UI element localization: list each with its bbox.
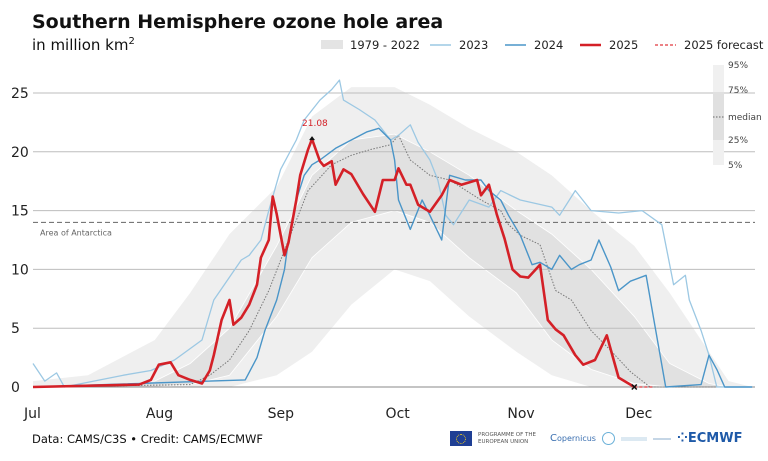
x-tick-label: Sep: [268, 406, 295, 422]
chart-subtitle: in million km2: [32, 36, 135, 54]
y-tick-label: 0: [11, 380, 20, 396]
logos: PROGRAMME OF THE EUROPEAN UNION Copernic…: [450, 430, 742, 447]
legend-label-2024: 2024: [534, 38, 563, 52]
eu-programme-text: PROGRAMME OF THE EUROPEAN UNION: [478, 432, 537, 445]
y-tick-label: 15: [11, 204, 29, 220]
end-marker: [631, 383, 638, 391]
gridlines: 0 5 10 15 20 25 Jul Aug Sep Oct Nov Dec Area of Anta…: [11, 86, 755, 422]
pct-label-75: 75%: [728, 86, 748, 96]
percentile-legend: 95% 75% median 25% 5%: [713, 61, 762, 171]
footer-credit: Data: CAMS/C3S • Credit: CAMS/ECMWF: [32, 432, 263, 446]
y-tick-label: 10: [11, 262, 29, 278]
legend: 1979 - 2022 2023 2024 2025 2025 forecast: [321, 38, 764, 52]
chart-title: Southern Hemisphere ozone hole area: [32, 11, 443, 33]
x-tick-label: Jul: [23, 406, 41, 422]
copernicus-text: opernicus: [556, 434, 596, 443]
subtitle-superscript: 2: [128, 36, 135, 47]
legend-label-forecast: 2025 forecast: [684, 38, 764, 52]
ecmwf-logo: ⁘ECMWF: [676, 431, 743, 446]
y-tick-label: 20: [11, 145, 29, 161]
subtitle-text: in million km: [32, 36, 129, 54]
annotations: 21.08: [302, 119, 638, 391]
percentile-bands: [33, 87, 753, 388]
band-25-75: [33, 133, 753, 388]
pct-label-median: median: [728, 113, 762, 123]
x-tick-label: Oct: [386, 406, 411, 422]
y-tick-label: 25: [11, 86, 29, 102]
antarctica-area-label: Area of Antarctica: [40, 228, 112, 237]
ecmwf-text: ECMWF: [687, 431, 743, 446]
cams-logo-text-bar: [620, 436, 647, 441]
x-tick-label: Dec: [625, 406, 652, 422]
y-tick-label: 5: [11, 321, 20, 337]
legend-label-2025: 2025: [609, 38, 638, 52]
legend-label-2023: 2023: [459, 38, 488, 52]
pct-label-95: 95%: [728, 61, 748, 71]
series-lines: [32, 79, 753, 389]
legend-swatch-range: [321, 40, 343, 49]
x-tick-label: Aug: [146, 406, 173, 422]
copernicus-logo: Copernicus: [550, 433, 596, 444]
legend-label-range: 1979 - 2022: [350, 38, 420, 52]
cams-logo: [601, 432, 615, 445]
pct-label-5: 5%: [728, 161, 743, 171]
series-line-2025: [32, 137, 635, 389]
series-line-2023: [32, 79, 753, 388]
implemented-by-bar: [652, 437, 671, 440]
pct-label-25: 25%: [728, 136, 748, 146]
peak-marker: [309, 136, 316, 141]
peak-label: 21.08: [302, 119, 328, 129]
pct-legend-inner: [713, 92, 724, 140]
eu-flag-logo: [450, 431, 472, 446]
series-line-median: [32, 134, 753, 388]
x-tick-label: Nov: [507, 406, 534, 422]
